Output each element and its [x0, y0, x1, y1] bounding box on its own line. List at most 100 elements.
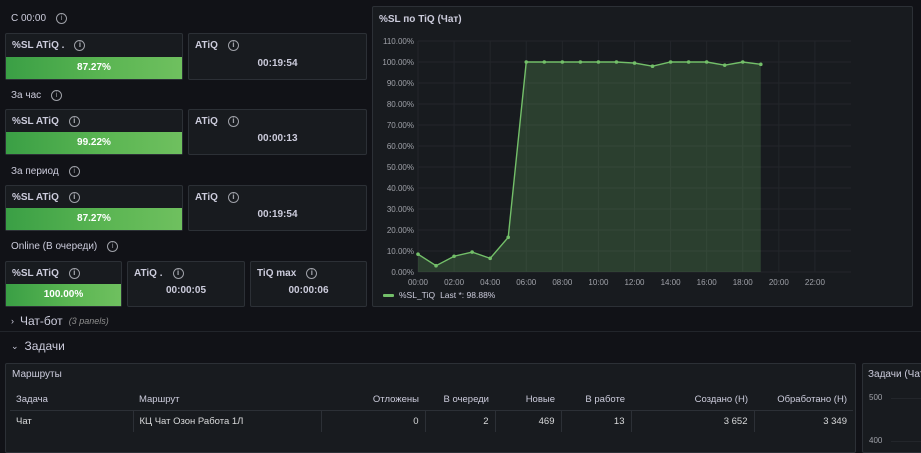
stat-value: 00:00:06 [288, 285, 329, 296]
chart-panel: %SL по TiQ (Чат) 0.00% 10.00% 20.00% 30.00%… [372, 6, 913, 307]
stat-value: 00:19:54 [257, 209, 298, 220]
gauge-value: 87.27% [6, 57, 182, 79]
panel-title: ATiQ . [134, 268, 163, 279]
data-point [632, 61, 637, 65]
col-header-in-queue[interactable]: В очереди [443, 393, 490, 405]
y-tick-label: 100.00% [382, 58, 414, 67]
chart-title: %SL по TiQ (Чат) [379, 14, 462, 25]
info-icon[interactable]: i [51, 90, 63, 101]
col-header-created[interactable]: Создано (Н) [694, 393, 748, 405]
cell-in-work: 13 [561, 410, 632, 432]
info-icon[interactable]: i [227, 40, 239, 51]
y-tick-label: 400 [869, 436, 883, 445]
y-tick-label: 30.00% [387, 205, 414, 214]
y-tick-label: 0.00% [391, 268, 414, 277]
info-icon[interactable]: i [68, 116, 80, 127]
cell-in-queue: 2 [425, 410, 496, 432]
section-label: За час [11, 90, 42, 101]
x-tick-label: 06:00 [516, 278, 537, 287]
row-divider [0, 331, 921, 332]
data-point [452, 254, 456, 259]
chart-legend[interactable]: %SL_TiQ Last *: 98.88% [383, 290, 495, 300]
info-icon[interactable]: i [227, 116, 239, 127]
data-point [506, 235, 511, 240]
row-label: Чат-бот [20, 314, 63, 328]
col-header-in-work[interactable]: В работе [585, 393, 625, 405]
gauge-value: 99.22% [6, 132, 182, 154]
col-header-new[interactable]: Новые [525, 393, 555, 405]
stat-panel-period-sl: %SL ATiQ i 87.27% [5, 185, 183, 231]
data-point [668, 60, 673, 64]
routes-title: Маршруты [12, 369, 62, 380]
info-icon[interactable]: i [172, 268, 184, 279]
stat-panel-online-sl: %SL ATiQ i 100.00% [5, 261, 122, 307]
data-point [614, 60, 619, 64]
series-area [418, 62, 761, 272]
table-header-row: Задача Маршрут Отложены В очереди Новые … [10, 388, 853, 411]
table-row[interactable]: Чат КЦ Чат Озон Работа 1Л 0 2 469 13 3 6… [10, 410, 853, 432]
x-tick-label: 12:00 [624, 278, 645, 287]
section-label: За период [11, 166, 59, 177]
sl-chart[interactable]: 0.00% 10.00% 20.00% 30.00% 40.00% 50.00% 60.00… [373, 7, 914, 308]
col-header-processed[interactable]: Обработано (Н) [777, 393, 847, 405]
y-tick-label: 10.00% [387, 247, 414, 256]
stat-value: 00:00:13 [257, 133, 298, 144]
data-point [470, 250, 474, 254]
col-header-task[interactable]: Задача [16, 393, 48, 405]
col-header-postponed[interactable]: Отложены [372, 393, 419, 405]
cell-postponed: 0 [321, 410, 426, 432]
panel-title: %SL ATiQ [12, 116, 59, 127]
stat-value: 00:00:05 [165, 285, 207, 296]
section-title-online: Online (В очереди) i [11, 241, 119, 252]
chevron-down-icon: ⌄ [11, 340, 19, 351]
data-point [434, 263, 438, 268]
info-icon[interactable]: i [68, 192, 80, 203]
y-tick-label: 500 [869, 393, 883, 402]
section-title-period: За период i [11, 166, 80, 177]
cell-task: Чат [10, 410, 134, 432]
panel-title: %SL ATiQ [12, 268, 59, 279]
data-point [704, 60, 709, 64]
x-tick-label: 16:00 [697, 278, 718, 287]
data-point [488, 256, 492, 261]
panel-title: %SL ATiQ . [12, 40, 65, 51]
side-panel-title: Задачи (Чат [868, 369, 921, 380]
x-tick-label: 20:00 [769, 278, 790, 287]
y-tick-label: 70.00% [387, 121, 414, 130]
info-icon[interactable]: i [107, 241, 119, 252]
gauge-value: 100.00% [6, 284, 121, 306]
data-point [758, 62, 763, 67]
x-tick-label: 02:00 [444, 278, 465, 287]
stat-value: 00:19:54 [257, 58, 298, 69]
data-point [722, 63, 727, 67]
stat-panel-c0000-sl: %SL ATiQ . i 87.27% [5, 33, 183, 80]
info-icon[interactable]: i [306, 268, 318, 279]
legend-series-label: %SL_TiQ [399, 290, 436, 300]
info-icon[interactable]: i [227, 192, 239, 203]
col-header-route[interactable]: Маршрут [139, 393, 180, 405]
stat-panel-hour-sl: %SL ATiQ i 99.22% [5, 109, 183, 155]
info-icon[interactable]: i [68, 268, 80, 279]
data-point [596, 60, 601, 64]
legend-swatch [383, 293, 394, 297]
data-point [560, 60, 565, 64]
y-tick-label: 60.00% [387, 142, 414, 151]
section-label: Online (В очереди) [11, 241, 98, 252]
stat-panel-online-tiqmax: TiQ max i 00:00:06 [250, 261, 367, 307]
info-icon[interactable]: i [56, 13, 68, 24]
section-title-hour: За час i [11, 90, 63, 101]
info-icon[interactable]: i [68, 166, 80, 177]
info-icon[interactable]: i [74, 40, 86, 51]
y-tick-label: 40.00% [387, 184, 414, 193]
data-point [650, 64, 655, 68]
x-tick-label: 22:00 [805, 278, 826, 287]
stat-panel-online-atiq: ATiQ . i 00:00:05 [127, 261, 245, 307]
row-chatbot[interactable]: › Чат-бот (3 panels) [11, 314, 109, 328]
y-tick-label: 20.00% [387, 226, 414, 235]
row-tasks[interactable]: ⌄ Задачи [11, 339, 65, 353]
data-point [578, 60, 583, 64]
row-panel-count: (3 panels) [68, 316, 109, 326]
cell-created: 3 652 [631, 410, 755, 432]
x-tick-label: 00:00 [408, 278, 429, 287]
y-tick-label: 90.00% [387, 79, 414, 88]
